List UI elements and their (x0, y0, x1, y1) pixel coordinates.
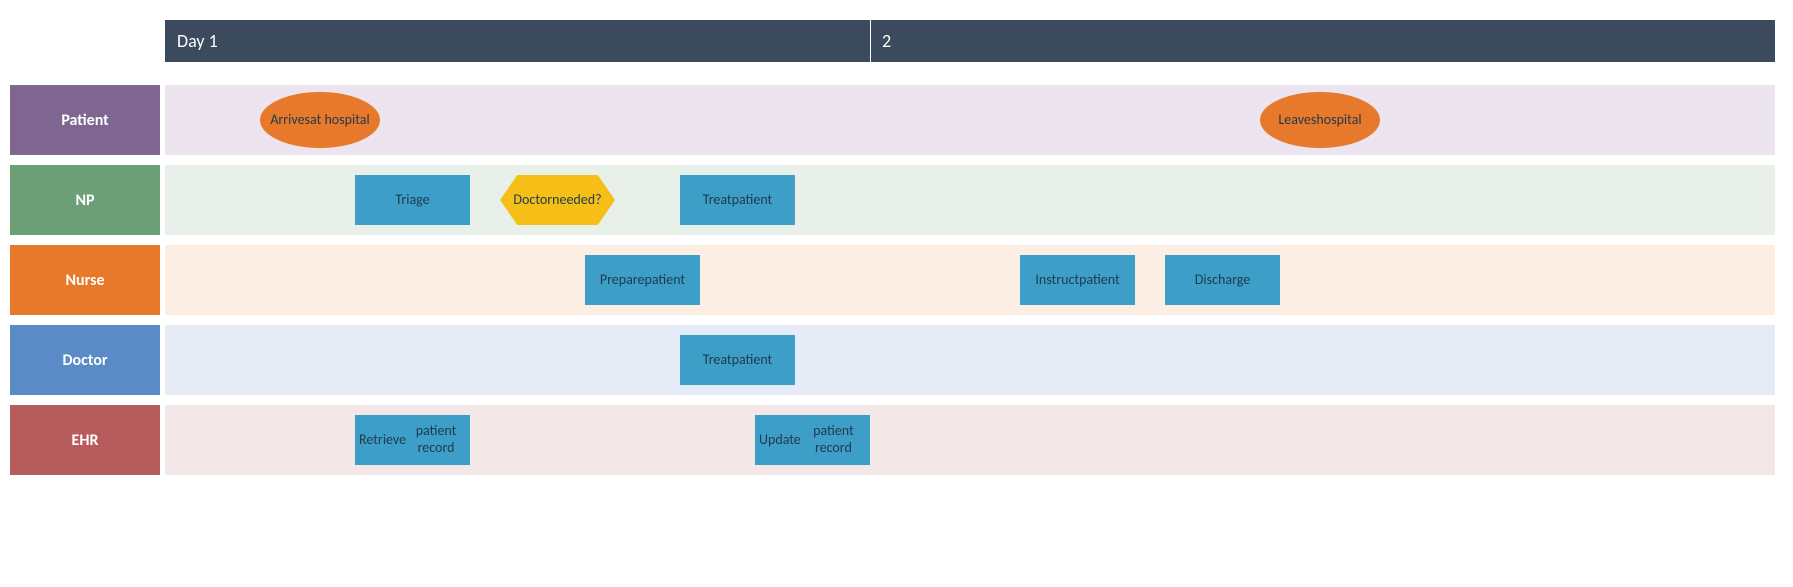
task-patient-10: Leaveshospital (1260, 92, 1380, 148)
task-doctor-6: Treatpatient (680, 335, 795, 385)
task-np-5: Treatpatient (680, 175, 795, 225)
lane-label-nurse: Nurse (10, 245, 160, 315)
task-ehr-2: Retrievepatient record (355, 415, 470, 465)
task-nurse-9: Discharge (1165, 255, 1280, 305)
lane-label-np: NP (10, 165, 160, 235)
lane-track-patient (165, 85, 1775, 155)
task-patient-0: Arrivesat hospital (260, 92, 380, 148)
day-header-2: 2 (870, 20, 1775, 62)
task-nurse-8: Instructpatient (1020, 255, 1135, 305)
lane-label-ehr: EHR (10, 405, 160, 475)
lane-track-nurse (165, 245, 1775, 315)
swimlane-diagram: Day 12 Patient NP Nurse Doctor EHR Arrivesat h… (10, 10, 1783, 577)
task-np-3: Doctorneeded? (500, 175, 615, 225)
task-np-1: Triage (355, 175, 470, 225)
day-header-1: Day 1 (165, 20, 870, 62)
task-nurse-4: Preparepatient (585, 255, 700, 305)
day-divider (870, 20, 871, 62)
lane-track-doctor (165, 325, 1775, 395)
lane-label-patient: Patient (10, 85, 160, 155)
lane-label-doctor: Doctor (10, 325, 160, 395)
task-ehr-7: Updatepatient record (755, 415, 870, 465)
